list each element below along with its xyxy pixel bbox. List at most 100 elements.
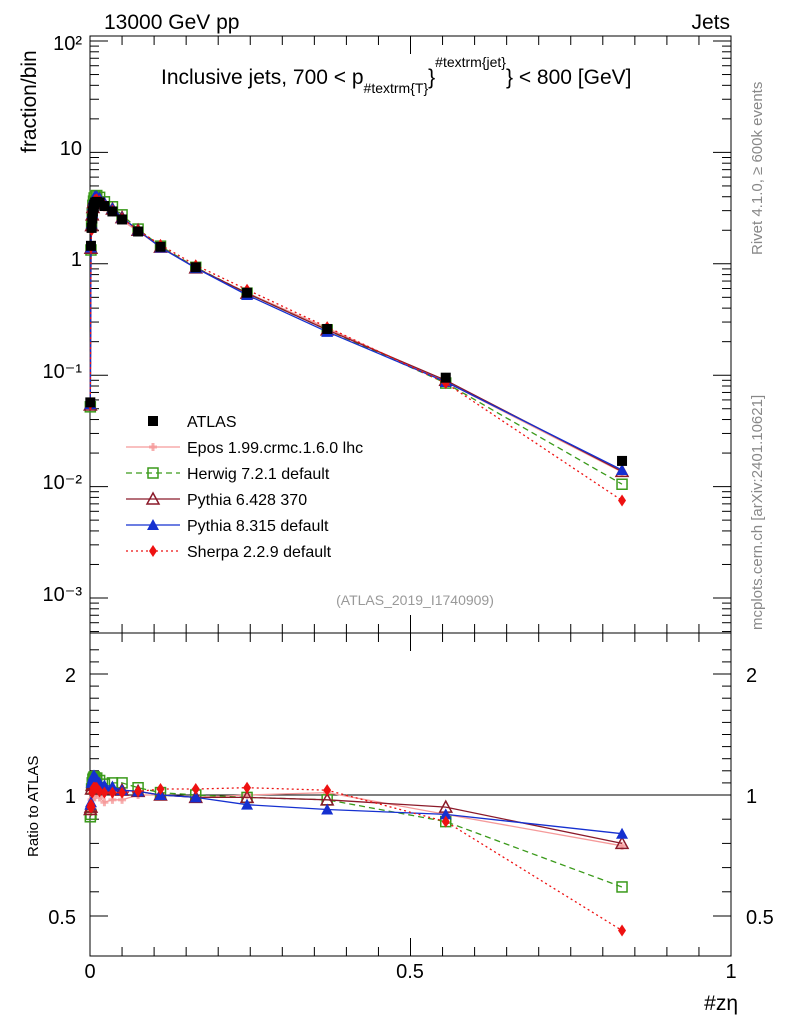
legend-label-pythia8: Pythia 8.315 default <box>187 518 329 535</box>
ratio-y-tick-2: 2 <box>65 665 76 687</box>
data-point <box>133 226 144 237</box>
title-superscript: #textrm{jet} <box>435 54 506 70</box>
main-axis-ticks <box>89 36 732 633</box>
data-point <box>87 213 98 224</box>
analysis-watermark: (ATLAS_2019_I1740909) <box>336 592 494 608</box>
data-point <box>440 372 451 383</box>
ratio-y-tick-0.5-right: 0.5 <box>746 907 774 929</box>
legend-marker <box>149 443 157 451</box>
ratio-point <box>87 801 96 814</box>
ratio-point <box>241 798 254 810</box>
ratio-point <box>439 808 452 820</box>
legend-marker <box>147 467 159 479</box>
data-point <box>155 241 166 252</box>
rivet-version-label: Rivet 4.1.0, ≥ 600k events <box>749 82 766 255</box>
legend-symbol-herwig-7-2-1-default <box>126 467 180 479</box>
data-point <box>616 478 628 490</box>
legend-symbol-pythia-6-428-370 <box>126 491 180 505</box>
marker-cross-v <box>151 443 155 451</box>
x-tick-label-0.5: 0.5 <box>396 961 424 983</box>
ratio-point <box>616 881 628 893</box>
svg-text:Inclusive jets, 700 < p#textrm: Inclusive jets, 700 < p#textrm{T}}#textr… <box>161 54 632 96</box>
ratio-series-pythia-6-428-370 <box>83 774 630 850</box>
data-point <box>117 214 128 225</box>
ratio-point <box>106 780 119 792</box>
legend-label-pythia6: Pythia 6.428 370 <box>187 492 307 509</box>
series-pythia-8-315-default <box>84 190 629 475</box>
title-subscript: #textrm{T} <box>364 80 429 96</box>
legend-symbol-sherpa-2-2-9-default <box>126 545 180 557</box>
series-atlas <box>85 196 628 466</box>
marker-cross-v <box>245 791 249 799</box>
mcplots-label: mcplots.cern.ch [arXiv:2401.10621] <box>749 395 766 630</box>
ratio-point <box>100 798 109 807</box>
data-point <box>99 201 110 212</box>
marker-cross-v <box>120 795 124 804</box>
ratio-point <box>108 795 117 804</box>
series-sherpa-2-2-9-default <box>86 193 627 507</box>
ratio-point <box>118 786 127 799</box>
data-point <box>85 397 96 408</box>
ratio-point <box>323 784 332 797</box>
y-tick-label-10: 10 <box>60 138 82 160</box>
data-point <box>107 206 118 217</box>
ratio-line <box>89 774 623 835</box>
ratio-point <box>100 786 109 799</box>
legend-label-herwig: Herwig 7.2.1 default <box>187 466 330 483</box>
marker-cross-v <box>102 798 106 807</box>
legend-marker <box>149 545 157 557</box>
ratio-y-axis-label: Ratio to ATLAS <box>25 756 42 857</box>
legend: ATLAS Epos 1.99.crmc.1.6.0 lhc Herwig 7.… <box>126 414 363 561</box>
ratio-point <box>134 785 143 798</box>
legend-label-epos: Epos 1.99.crmc.1.6.0 lhc <box>187 440 363 457</box>
ratio-y-tick-1: 1 <box>65 786 76 808</box>
ratio-point <box>95 785 104 798</box>
data-point <box>190 262 201 273</box>
ratio-y-tick-1-right: 1 <box>746 786 757 808</box>
legend-symbol-epos-1-99-crmc-1-6-0-lhc <box>126 443 180 451</box>
y-tick-label-0.1: 10⁻¹ <box>43 361 83 383</box>
main-y-tick-labels: 10² 10 1 10⁻¹ 10⁻² 10⁻³ <box>43 33 83 606</box>
ratio-y-tick-2-right: 2 <box>746 665 757 687</box>
ratio-line <box>89 787 623 932</box>
marker-cross-v <box>620 841 624 850</box>
marker-cross-v <box>98 793 102 802</box>
ratio-point <box>616 827 629 839</box>
main-y-axis-label: fraction/bin <box>18 50 41 153</box>
x-axis-label: #zη <box>704 992 738 1015</box>
data-point <box>85 240 96 251</box>
plot-title: Inclusive jets, 700 < p#textrm{T}}#textr… <box>161 54 632 96</box>
main-series-group <box>83 189 630 507</box>
legend-marker <box>148 416 158 426</box>
ratio-point <box>321 803 334 815</box>
ratio-point <box>441 815 450 828</box>
y-tick-label-100: 10² <box>53 33 82 55</box>
ratio-point <box>243 791 252 799</box>
data-point <box>617 455 628 466</box>
header-energy-label: 13000 GeV pp <box>104 11 239 34</box>
data-point <box>616 463 629 475</box>
ratio-series-group <box>83 769 630 937</box>
legend-label-atlas: ATLAS <box>187 414 237 431</box>
data-point <box>322 323 333 334</box>
ratio-point <box>156 782 165 795</box>
ratio-y-tick-0.5: 0.5 <box>48 907 76 929</box>
ratio-point <box>95 793 104 802</box>
ratio-point <box>108 786 117 799</box>
title-prefix: Inclusive jets, 700 < p <box>161 66 364 89</box>
ratio-series-sherpa-2-2-9-default <box>86 781 627 937</box>
x-tick-label-0: 0 <box>84 961 95 983</box>
y-tick-label-1: 1 <box>71 249 82 271</box>
data-point <box>618 494 627 507</box>
title-suffix: } < 800 [GeV] <box>506 66 632 89</box>
legend-marker <box>145 491 161 505</box>
series-epos-1-99-crmc-1-6-0-lhc <box>86 197 627 477</box>
legend-symbol-atlas <box>148 416 158 426</box>
data-point <box>242 287 253 298</box>
ratio-point <box>614 835 630 850</box>
marker-cross-v <box>110 795 114 804</box>
x-tick-label-1: 1 <box>725 961 736 983</box>
ratio-point <box>189 791 202 803</box>
ratio-point <box>98 779 111 791</box>
